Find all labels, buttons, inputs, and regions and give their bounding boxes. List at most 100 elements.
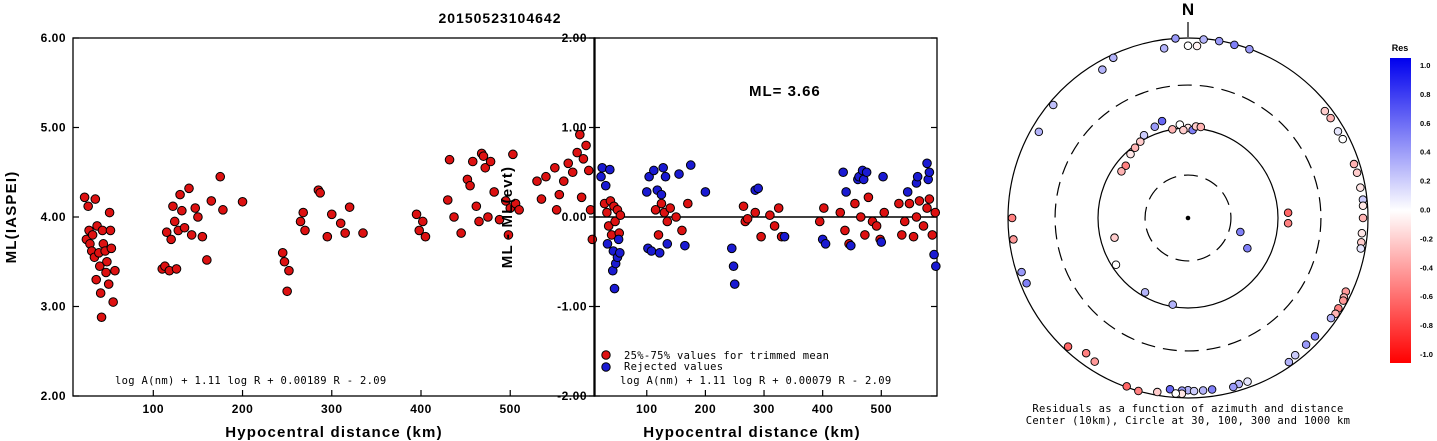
station-residual-point	[1122, 382, 1131, 391]
station-residual-point	[1168, 125, 1177, 134]
magnitude-point	[558, 176, 569, 186]
magnitude-point	[340, 228, 350, 238]
magnitude-point	[171, 264, 182, 274]
magnitude-point	[103, 279, 114, 289]
magnitude-point	[483, 212, 493, 222]
magnitude-point	[179, 222, 190, 233]
event-magnitude-annotation: ML= 3.66	[749, 83, 821, 100]
station-residual-point	[1356, 244, 1366, 253]
x-tick-label: 500	[871, 402, 893, 416]
polar-caption-line-1: Residuals as a function of azimuth and d…	[1032, 403, 1343, 415]
magnitude-point	[90, 194, 101, 204]
station-residual-point	[1198, 386, 1208, 395]
trimmed-mean-point	[914, 196, 925, 206]
rejected-point	[602, 239, 613, 249]
rejected-point	[644, 171, 654, 182]
rejected-point	[838, 167, 848, 178]
magnitude-point	[578, 154, 589, 164]
residual-vs-distance-ylabel: ML - ML(evt)	[499, 166, 516, 268]
rejected-point	[726, 243, 737, 254]
trimmed-mean-point	[602, 207, 612, 218]
residual-vs-distance-panel: -2.00 -1.00 0.00 1.00 2.00 100 200 300 400 500 M…	[499, 31, 941, 441]
station-residual-point	[1207, 385, 1217, 394]
x-tick-label: 200	[232, 402, 254, 416]
trimmed-mean-point	[855, 212, 866, 222]
rejected-point	[662, 239, 673, 249]
station-residual-point	[1320, 106, 1330, 116]
colorbar-gradient	[1390, 58, 1411, 363]
ml-vs-distance-ylabel: ML(IASPEI)	[3, 171, 20, 264]
x-tick-label: 100	[636, 402, 658, 416]
magnitude-point	[480, 162, 491, 173]
x-tick-label: 400	[410, 402, 432, 416]
y-tick-label: 5.00	[41, 121, 66, 135]
rejected-point	[728, 261, 739, 272]
colorbar-title: Res	[1392, 43, 1409, 53]
magnitude-point	[300, 225, 310, 236]
station-residual-point	[1326, 113, 1335, 123]
station-residual-point	[1159, 44, 1169, 53]
ml-vs-distance-y-ticks: 2.00 3.00 4.00 5.00 6.00	[41, 31, 595, 403]
colorbar-tick-label: -1.0	[1420, 350, 1433, 359]
magnitude-point	[414, 225, 425, 236]
trimmed-mean-point	[610, 216, 620, 227]
x-tick-label: 500	[499, 402, 521, 416]
magnitude-point	[197, 231, 208, 242]
magnitude-point	[95, 288, 106, 298]
trimmed-mean-point	[924, 194, 935, 204]
trimmed-mean-point	[677, 225, 687, 236]
magnitude-point	[541, 171, 551, 182]
station-residual-point	[1165, 385, 1175, 394]
station-residual-point	[1183, 41, 1193, 51]
station-residual-point	[1339, 296, 1348, 305]
magnitude-point	[474, 216, 484, 227]
magnitude-point	[295, 216, 306, 227]
station-residual-point	[1196, 122, 1206, 132]
residual-vs-distance-formula: log A(nm) + 1.11 log R + 0.00079 R - 2.0…	[620, 375, 891, 387]
colorbar-ticks: 1.0 0.8 0.6 0.4 0.2 0.0 -0.2 -0.4 -0.6 -0.8 -1.0	[1420, 61, 1434, 359]
magnitude-point	[335, 218, 346, 229]
magnitude-point	[184, 183, 194, 194]
x-tick-label: 100	[143, 402, 165, 416]
rejected-point	[841, 187, 851, 197]
station-residual-point	[1157, 116, 1167, 126]
ml-vs-distance-formula: log A(nm) + 1.11 log R + 0.00189 R - 2.0…	[115, 375, 386, 387]
station-residual-point	[1136, 137, 1145, 146]
station-residual-point	[1283, 218, 1293, 228]
y-tick-label: 3.00	[41, 300, 66, 314]
station-residual-point	[1153, 387, 1162, 397]
rejected-point	[605, 164, 615, 175]
magnitude-point	[193, 212, 203, 222]
rejected-point	[912, 171, 923, 182]
magnitude-point	[576, 192, 587, 203]
trimmed-mean-point	[897, 230, 907, 240]
magnitude-point	[467, 156, 478, 167]
trimmed-mean-point	[615, 210, 626, 221]
station-residual-point	[1338, 134, 1347, 144]
distance-ring	[1144, 174, 1232, 262]
station-residual-point	[1301, 340, 1311, 349]
azimuth-residual-points	[1007, 34, 1368, 399]
rejected-point	[660, 171, 671, 182]
trimmed-mean-point	[603, 221, 614, 231]
magnitude-point	[87, 230, 98, 240]
trimmed-mean-point	[683, 198, 693, 209]
trimmed-mean-point	[894, 198, 904, 209]
magnitude-point	[442, 195, 453, 205]
magnitude-point	[536, 194, 547, 204]
magnitude-point	[177, 205, 187, 216]
polar-center-marker	[1185, 215, 1191, 221]
trimmed-mean-point	[835, 207, 846, 218]
legend-trimmed-mean-label: 25%-75% values for trimmed mean	[624, 350, 829, 362]
rejected-point	[654, 248, 665, 258]
trimmed-mean-point	[756, 231, 766, 242]
magnitude-point	[206, 196, 217, 206]
magnitude-point	[108, 297, 118, 307]
magnitude-point	[102, 256, 112, 267]
trimmed-mean-point	[653, 230, 664, 240]
y-tick-label: 0.00	[562, 210, 587, 224]
y-tick-label: 2.00	[41, 389, 66, 403]
rejected-point	[820, 239, 831, 249]
magnitude-point	[97, 225, 108, 236]
magnitude-point	[583, 165, 594, 176]
